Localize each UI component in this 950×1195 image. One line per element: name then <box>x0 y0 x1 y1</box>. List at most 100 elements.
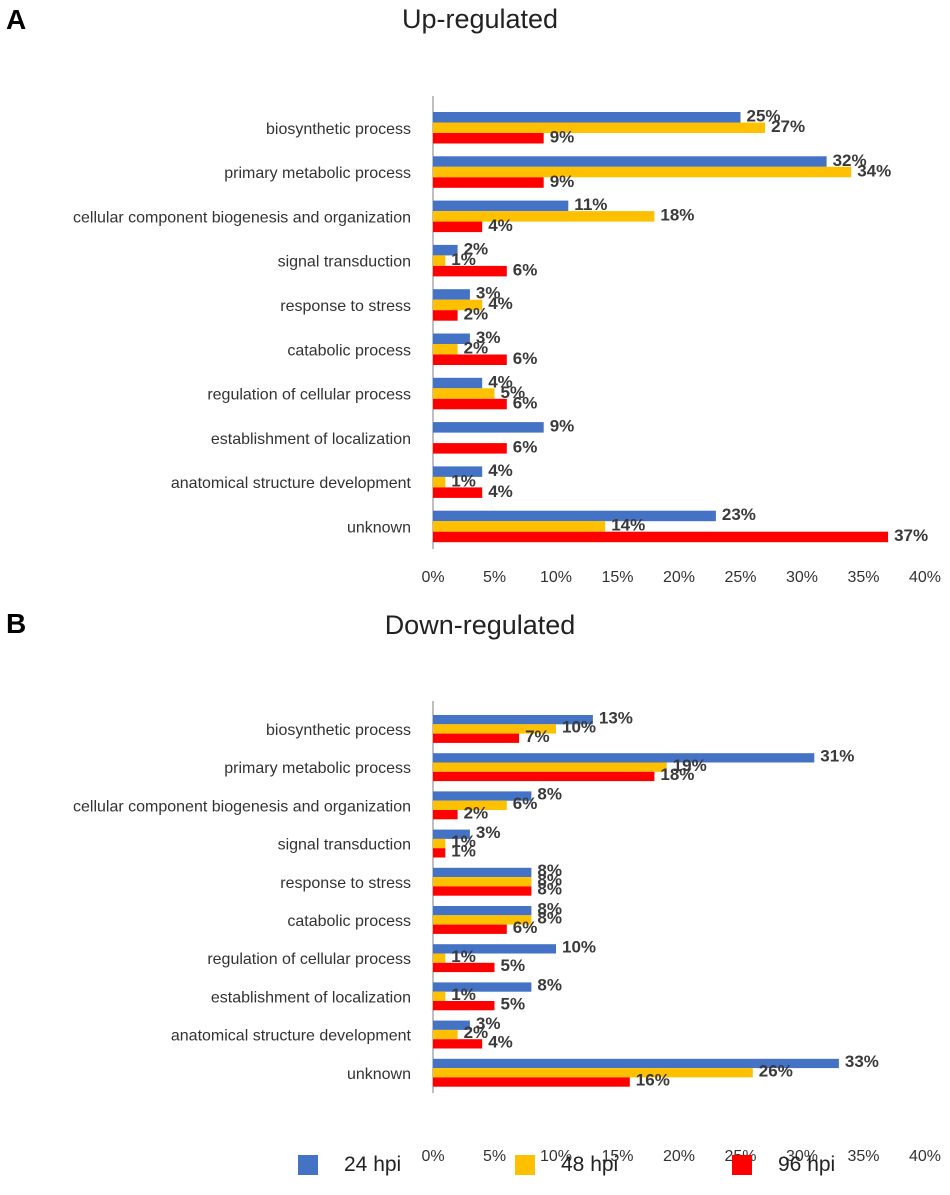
panel-b-title: Down-regulated <box>384 610 576 640</box>
up-bar-24hpi <box>433 244 458 256</box>
down-bar-48hpi <box>433 762 667 772</box>
up-category-label: primary metabolic process <box>224 165 411 182</box>
down-bar-48hpi <box>433 838 446 849</box>
down-data-label: 8% <box>537 976 562 995</box>
up-bar-48hpi <box>433 299 483 311</box>
up-bar-24hpi <box>433 156 827 167</box>
up-bar-24hpi <box>433 510 716 522</box>
down-data-label: 8% <box>537 785 562 804</box>
down-category-label: regulation of cellular process <box>207 951 411 968</box>
up-x-tick-label: 0% <box>421 569 444 586</box>
panel-a-title: Up-regulated <box>401 4 559 34</box>
down-x-tick-label: 20% <box>663 1148 695 1165</box>
up-data-label: 9% <box>550 128 575 147</box>
up-bar-24hpi <box>433 422 544 433</box>
up-x-tick-label: 5% <box>483 569 506 586</box>
panel-b-letter: B <box>6 608 27 639</box>
down-data-label: 6% <box>513 918 538 937</box>
up-x-tick-label: 20% <box>663 569 695 586</box>
up-x-tick-label: 25% <box>724 569 756 586</box>
legend-swatch-48hpi <box>515 1155 535 1175</box>
legend-label-96hpi: 96 hpi <box>778 1153 836 1176</box>
up-category-label: response to stress <box>280 298 411 315</box>
down-data-label: 5% <box>501 994 526 1013</box>
down-bar-48hpi <box>433 991 446 1001</box>
up-data-label: 4% <box>488 216 513 235</box>
down-x-tick-label: 30% <box>786 1148 818 1165</box>
down-bar-96hpi <box>433 1001 495 1011</box>
up-bar-96hpi <box>433 398 507 410</box>
down-data-label: 3% <box>476 823 501 842</box>
up-data-label: 5% <box>501 383 526 402</box>
down-bar-48hpi <box>433 1029 458 1040</box>
up-data-label: 37% <box>894 526 928 545</box>
up-data-label: 32% <box>833 151 867 170</box>
down-data-label: 10% <box>562 718 596 737</box>
down-data-label: 26% <box>759 1061 793 1080</box>
up-bar-48hpi <box>433 211 655 222</box>
up-category-label: anatomical structure development <box>171 475 412 492</box>
down-data-label: 4% <box>488 1033 513 1052</box>
up-data-label: 6% <box>513 349 538 368</box>
up-bar-96hpi <box>433 265 507 277</box>
down-data-label: 5% <box>501 956 526 975</box>
down-x-tick-label: 40% <box>909 1148 941 1165</box>
down-x-tick-label: 0% <box>421 1148 444 1165</box>
down-data-label: 8% <box>537 909 562 928</box>
down-category-label: signal transduction <box>278 837 411 854</box>
down-data-label: 6% <box>513 794 538 813</box>
legend-swatch-96hpi <box>732 1155 752 1175</box>
panel-a-letter: A <box>6 4 27 35</box>
up-bar-48hpi <box>433 521 606 532</box>
up-data-label: 1% <box>451 471 476 490</box>
down-bar-48hpi <box>433 800 507 810</box>
down-bar-24hpi <box>433 753 815 763</box>
up-data-label: 1% <box>451 250 476 269</box>
down-category-label: biosynthetic process <box>266 722 411 739</box>
up-bar-24hpi <box>433 112 741 123</box>
up-data-label: 2% <box>464 239 489 258</box>
legend: 24 hpi 48 hpi 96 hpi <box>0 1145 950 1185</box>
down-data-label: 2% <box>464 803 489 822</box>
up-bar-48hpi <box>433 166 852 178</box>
down-bar-48hpi <box>433 1068 753 1078</box>
up-bar-96hpi <box>433 221 483 233</box>
down-bar-96hpi <box>433 1039 483 1049</box>
legend-label-24hpi: 24 hpi <box>344 1153 402 1176</box>
up-category-label: regulation of cellular process <box>207 387 411 404</box>
down-data-label: 8% <box>537 870 562 889</box>
up-data-label: 25% <box>747 107 781 126</box>
up-data-label: 3% <box>476 328 501 347</box>
down-bar-24hpi <box>433 906 532 916</box>
down-data-label: 1% <box>451 985 476 1004</box>
up-data-label: 2% <box>464 305 489 324</box>
down-bar-24hpi <box>433 944 556 954</box>
up-bar-96hpi <box>433 133 544 144</box>
up-data-label: 14% <box>611 516 645 535</box>
down-bar-96hpi <box>433 962 495 973</box>
down-category-label: catabolic process <box>287 913 411 930</box>
down-category-label: establishment of localization <box>211 989 411 1006</box>
up-x-tick-label: 15% <box>601 569 633 586</box>
down-data-label: 16% <box>636 1071 670 1090</box>
down-data-label: 1% <box>451 842 476 861</box>
down-bar-24hpi <box>433 791 532 801</box>
down-bar-48hpi <box>433 877 532 887</box>
down-data-label: 2% <box>464 1023 489 1042</box>
down-bar-96hpi <box>433 771 655 782</box>
up-data-label: 4% <box>488 461 513 480</box>
up-category-label: signal transduction <box>278 254 411 271</box>
up-bar-96hpi <box>433 531 889 543</box>
up-data-label: 11% <box>574 195 607 214</box>
down-bar-24hpi <box>433 867 532 878</box>
up-bar-96hpi <box>433 443 507 454</box>
down-bar-96hpi <box>433 886 532 896</box>
up-bar-24hpi <box>433 333 470 344</box>
up-x-tick-label: 30% <box>786 569 818 586</box>
down-bar-48hpi <box>433 724 556 734</box>
down-data-label: 31% <box>820 747 854 766</box>
up-data-label: 9% <box>550 417 575 436</box>
up-bar-48hpi <box>433 344 458 355</box>
down-bar-24hpi <box>433 715 593 725</box>
down-bar-96hpi <box>433 1077 630 1087</box>
